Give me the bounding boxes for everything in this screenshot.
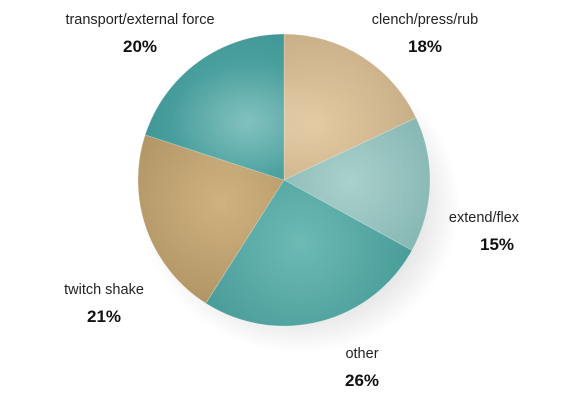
pie-slice-other bbox=[205, 179, 413, 327]
pie-slice-twitch-shake bbox=[137, 134, 285, 304]
slice-percent: 21% bbox=[87, 307, 121, 326]
pie-slice-extend-flex bbox=[283, 117, 431, 251]
slice-percent: 15% bbox=[480, 235, 514, 254]
slice-label-twitch: twitch shake 21% bbox=[64, 282, 144, 326]
slice-name: twitch shake bbox=[64, 282, 144, 298]
slice-percent: 18% bbox=[408, 37, 442, 56]
slice-name: clench/press/rub bbox=[372, 12, 478, 28]
slice-label-other: other 26% bbox=[345, 346, 379, 390]
slice-name: extend/flex bbox=[449, 210, 520, 226]
slice-percent: 20% bbox=[123, 37, 157, 56]
slice-label-extend: extend/flex 15% bbox=[449, 210, 520, 254]
slice-label-transport: transport/external force 20% bbox=[65, 12, 214, 56]
slice-percent: 26% bbox=[345, 371, 379, 390]
slice-label-clench: clench/press/rub 18% bbox=[372, 12, 478, 56]
pie-gloss bbox=[170, 65, 330, 175]
slice-name: transport/external force bbox=[65, 12, 214, 28]
slice-name: other bbox=[345, 346, 378, 362]
